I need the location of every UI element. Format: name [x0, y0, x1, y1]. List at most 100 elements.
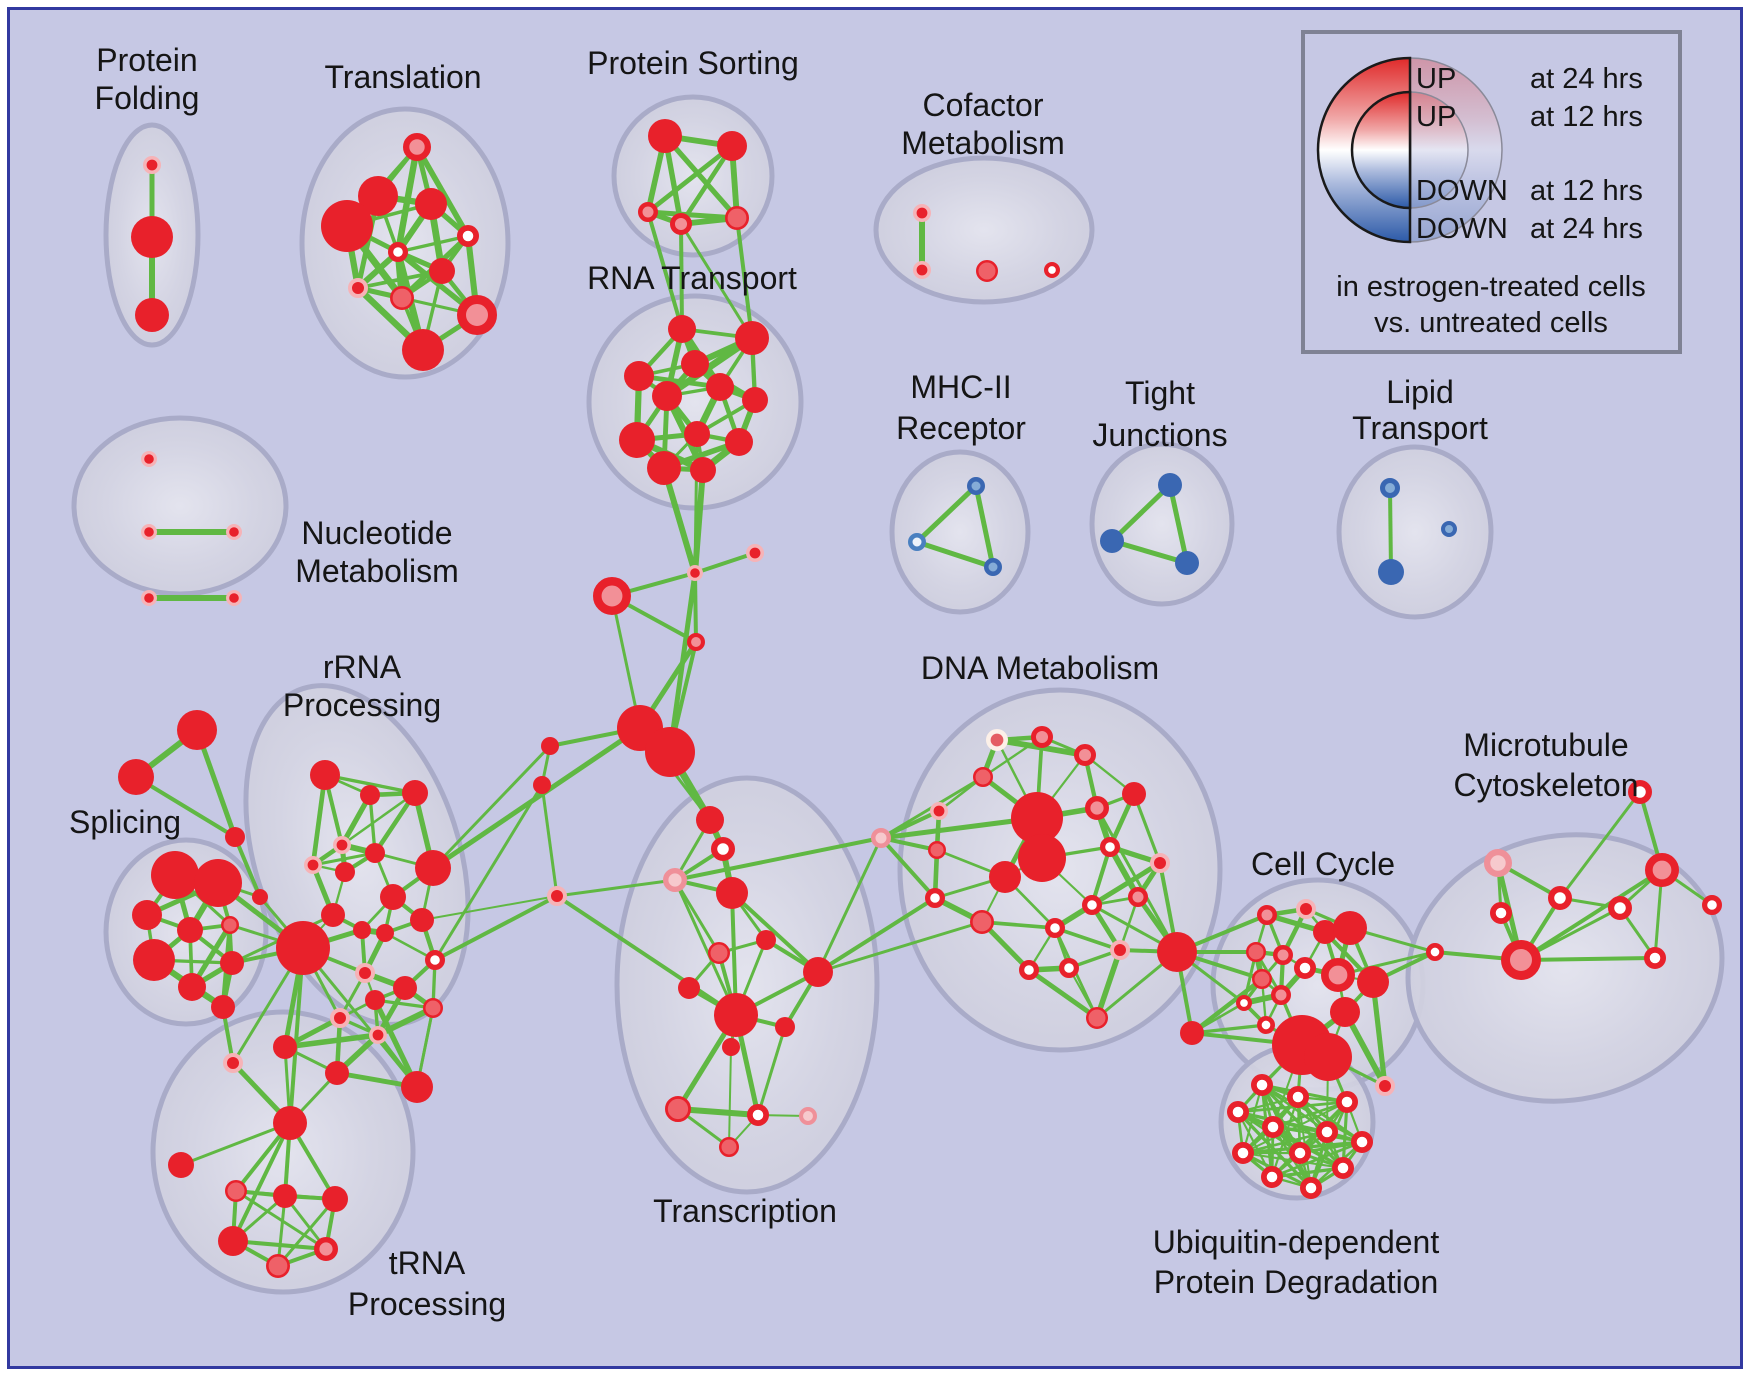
edge-trna-processing — [231, 1122, 292, 1242]
node-central-connectors-5 — [645, 727, 695, 777]
node-splicing-4 — [177, 917, 203, 943]
node-protein-folding-0 — [143, 156, 162, 175]
cluster-ellipse-lipid-transport — [1336, 444, 1494, 620]
edge-protein-sorting — [663, 134, 739, 220]
node-transcription-4 — [547, 886, 567, 906]
cluster-label-nucleotide-metabolism-line1: Nucleotide — [301, 515, 452, 551]
node-nucleotide-metabolism-2 — [226, 523, 243, 540]
node-dna-metabolism-10 — [1084, 796, 1109, 821]
edge-dna-metabolism — [1094, 949, 1123, 1019]
node-transcription-2 — [663, 868, 688, 893]
edge-rrna-processing — [324, 773, 416, 795]
cluster-label-mhc-ii-receptor-line2: Receptor — [896, 410, 1026, 446]
node-cell-cycle-10 — [1271, 985, 1291, 1005]
node-splicing-3 — [133, 939, 175, 981]
node-translation-8 — [390, 286, 415, 311]
node-transcription-10 — [775, 1017, 795, 1037]
node-cofactor-metabolism-3 — [1043, 261, 1060, 278]
node-transcription-13 — [746, 1103, 769, 1126]
cluster-label-protein-folding-line2: Folding — [95, 80, 200, 116]
node-cell-cycle-6 — [1273, 945, 1293, 965]
legend-direction-1: UP — [1416, 63, 1456, 95]
node-dna-metabolism-13 — [970, 910, 995, 935]
node-mhc-ii-receptor-0 — [967, 477, 985, 495]
node-microtubule-cytoskeleton-9 — [1643, 946, 1666, 969]
node-rrna-processing-0 — [310, 760, 340, 790]
node-transcription-5 — [756, 930, 776, 950]
legend-caption-line1: in estrogen-treated cells — [1336, 271, 1646, 303]
node-rrna-processing-3 — [332, 835, 351, 854]
node-dna-metabolism-22 — [1086, 1007, 1108, 1029]
node-translation-3 — [415, 188, 447, 220]
node-dna-metabolism-16 — [1018, 959, 1039, 980]
node-rna-transport-11 — [725, 428, 753, 456]
node-trna-processing-5 — [273, 1184, 297, 1208]
edge-dna-metabolism — [981, 920, 1056, 930]
node-trna-processing-1 — [223, 1053, 243, 1073]
edge-mhc-ii-receptor — [973, 485, 996, 568]
edge-dna-metabolism — [1090, 860, 1162, 908]
node-dna-metabolism-5 — [973, 767, 993, 787]
node-microtubule-cytoskeleton-1 — [1484, 849, 1513, 878]
node-microtubule-cytoskeleton-3 — [1489, 901, 1512, 924]
cluster-label-translation-line1: Translation — [324, 59, 481, 95]
node-cell-cycle-7 — [1293, 956, 1316, 979]
node-translation-7 — [348, 278, 368, 298]
legend-caption-line2: vs. untreated cells — [1374, 307, 1608, 339]
node-dna-metabolism-11 — [1099, 836, 1120, 857]
node-rrna-processing-11 — [376, 924, 394, 942]
node-splicing-triangle-3 — [252, 889, 268, 905]
node-dna-metabolism-12 — [924, 887, 945, 908]
node-transcription-7 — [803, 957, 833, 987]
network-nodes — [118, 119, 1722, 1278]
node-ubiquitin-degradation-6 — [1350, 1130, 1373, 1153]
node-cell-cycle-11 — [1235, 995, 1252, 1012]
edge-trna-processing — [235, 1189, 327, 1251]
node-ubiquitin-degradation-3 — [1226, 1100, 1249, 1123]
edge-microtubule-cytoskeleton — [1519, 868, 1664, 962]
node-rrna-processing-12 — [410, 908, 434, 932]
edge-transcription — [555, 894, 738, 1017]
node-central-connectors-7 — [533, 776, 551, 794]
legend-time-2: at 12 hrs — [1530, 101, 1643, 133]
node-dna-metabolism-0 — [871, 828, 891, 848]
node-cell-cycle-12 — [1256, 1016, 1275, 1035]
node-trna-processing-4 — [225, 1180, 247, 1202]
node-lipid-transport-0 — [1380, 478, 1400, 498]
node-ubiquitin-degradation-11 — [1299, 1176, 1322, 1199]
node-cell-cycle-17 — [1180, 1021, 1204, 1045]
node-nucleotide-metabolism-3 — [141, 589, 158, 606]
inter-cluster-edge — [434, 894, 558, 962]
cluster-label-splicing-line1: Splicing — [69, 804, 181, 840]
inter-cluster-edge — [661, 467, 698, 574]
node-trna-processing-0 — [214, 999, 232, 1017]
node-ubiquitin-degradation-10 — [1260, 1165, 1283, 1188]
inter-cluster-edge — [431, 725, 642, 871]
node-trna-processing-2 — [273, 1106, 307, 1140]
edge-mhc-ii-receptor — [915, 484, 978, 544]
node-rrna-processing-16 — [365, 990, 385, 1010]
edge-rrna-processing — [312, 851, 376, 867]
node-rrna-processing-5 — [335, 862, 355, 882]
node-splicing-5 — [178, 973, 206, 1001]
edge-cell-cycle — [1190, 977, 1264, 1035]
node-protein-sorting-4 — [725, 206, 750, 231]
legend-direction-3: DOWN — [1416, 175, 1508, 207]
node-dna-metabolism-21 — [1128, 887, 1148, 907]
cluster-label-microtubule-cytoskeleton-line2: Cytoskeleton — [1454, 767, 1639, 803]
inter-cluster-edge — [674, 836, 882, 882]
legend: UP at 24 hrs UP at 12 hrs DOWN at 12 hrs DOWN a… — [1301, 30, 1682, 354]
node-dna-metabolism-6 — [1073, 743, 1096, 766]
node-rrna-processing-15 — [393, 976, 417, 1000]
node-dna-metabolism-2 — [928, 841, 946, 859]
node-central-connectors-3 — [687, 633, 706, 652]
edge-tight-junctions — [1167, 484, 1190, 564]
node-dna-metabolism-18 — [1110, 940, 1130, 960]
node-rrna-processing-6 — [365, 843, 385, 863]
node-dna-metabolism-14 — [1044, 917, 1065, 938]
cluster-label-cofactor-metabolism-line2: Metabolism — [901, 125, 1065, 161]
legend-box — [1301, 30, 1682, 354]
node-trna-processing-6 — [322, 1186, 348, 1212]
